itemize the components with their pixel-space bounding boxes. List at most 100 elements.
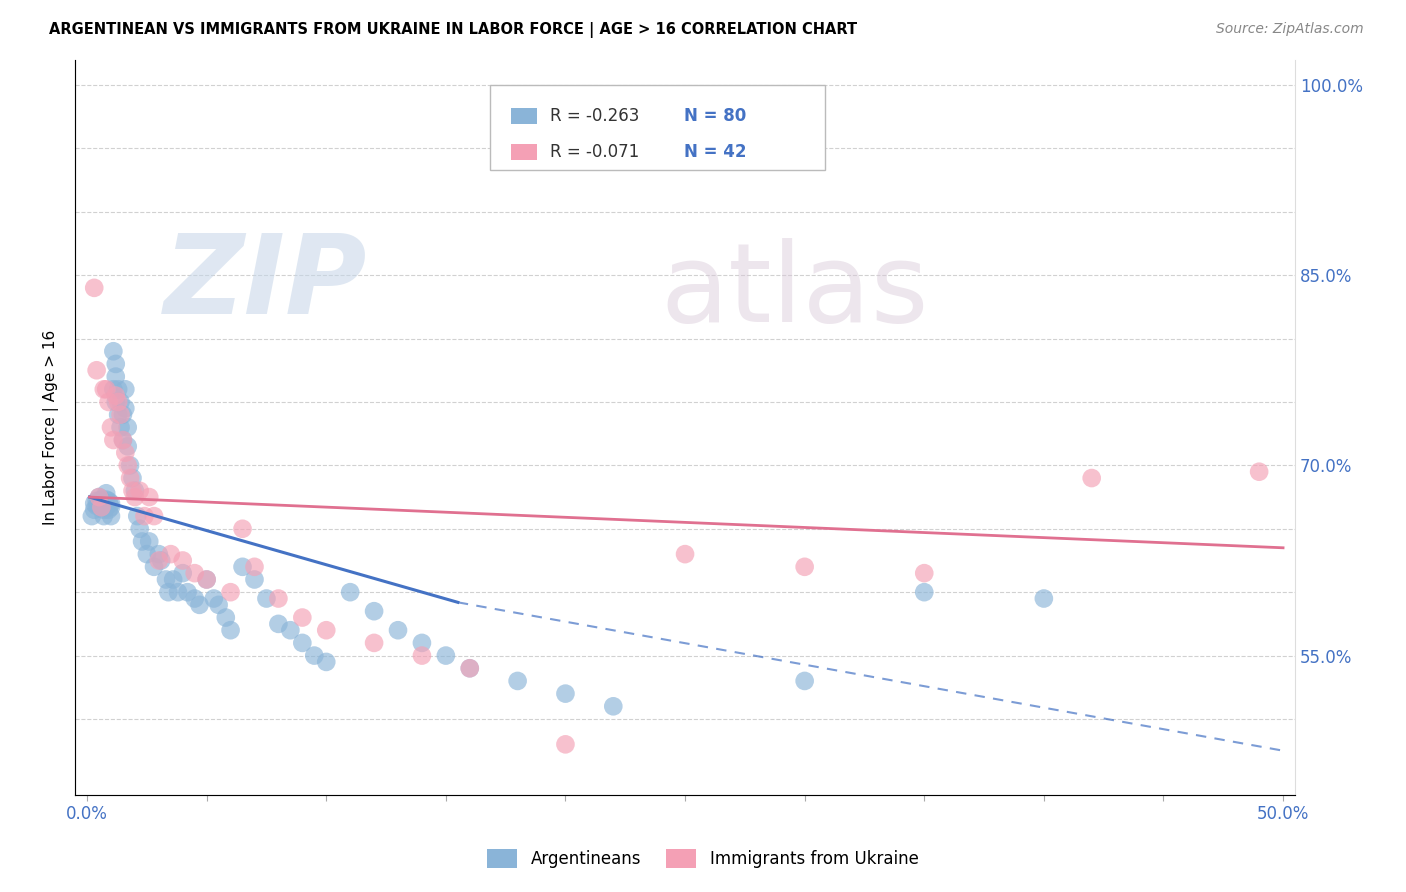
Point	[256, 591, 278, 606]
Point	[363, 636, 385, 650]
Point	[87, 490, 110, 504]
Point	[100, 500, 122, 515]
Point	[103, 433, 125, 447]
Point	[155, 573, 177, 587]
Point	[87, 490, 110, 504]
Text: R = -0.071: R = -0.071	[550, 144, 638, 161]
Point	[188, 598, 211, 612]
Point	[176, 585, 198, 599]
Point	[128, 483, 150, 498]
Point	[86, 499, 108, 513]
Point	[111, 408, 134, 422]
Point	[602, 699, 624, 714]
Text: atlas: atlas	[661, 238, 929, 345]
Point	[114, 446, 136, 460]
Point	[1080, 471, 1102, 485]
Point	[207, 598, 229, 612]
Point	[107, 408, 129, 422]
Point	[110, 395, 132, 409]
Point	[107, 395, 129, 409]
Point	[673, 547, 696, 561]
Point	[148, 547, 170, 561]
Point	[291, 636, 314, 650]
Point	[97, 395, 120, 409]
Point	[134, 509, 156, 524]
Point	[90, 500, 112, 515]
Point	[120, 458, 142, 473]
Point	[215, 610, 238, 624]
Point	[124, 490, 146, 504]
Point	[121, 471, 143, 485]
Point	[231, 522, 253, 536]
Point	[554, 737, 576, 751]
Point	[127, 509, 149, 524]
Point	[363, 604, 385, 618]
Point	[172, 553, 194, 567]
Point	[104, 389, 127, 403]
Point	[315, 655, 337, 669]
Bar	[510, 145, 537, 161]
Point	[150, 553, 173, 567]
Point	[195, 573, 218, 587]
Point	[93, 382, 115, 396]
Point	[912, 566, 935, 581]
Point	[387, 624, 409, 638]
Point	[143, 559, 166, 574]
Point	[83, 502, 105, 516]
Point	[120, 471, 142, 485]
Point	[162, 573, 184, 587]
Point	[121, 483, 143, 498]
Point	[93, 499, 115, 513]
Point	[114, 382, 136, 396]
Point	[93, 502, 115, 516]
Point	[103, 382, 125, 396]
Point	[104, 395, 127, 409]
Point	[143, 509, 166, 524]
Point	[231, 559, 253, 574]
Point	[128, 522, 150, 536]
Point	[90, 492, 112, 507]
Point	[97, 502, 120, 516]
Point	[912, 585, 935, 599]
Point	[104, 357, 127, 371]
Point	[195, 573, 218, 587]
Point	[96, 492, 118, 507]
Text: N = 80: N = 80	[683, 107, 747, 125]
Point	[304, 648, 326, 663]
Point	[110, 420, 132, 434]
Point	[793, 673, 815, 688]
Point	[458, 661, 481, 675]
Point	[83, 281, 105, 295]
Point	[172, 566, 194, 581]
Point	[90, 496, 112, 510]
Point	[219, 585, 242, 599]
Point	[124, 483, 146, 498]
Point	[86, 363, 108, 377]
Point	[131, 534, 153, 549]
Point	[93, 509, 115, 524]
Point	[86, 494, 108, 508]
Point	[104, 369, 127, 384]
Point	[114, 401, 136, 416]
Point	[100, 496, 122, 510]
Point	[103, 344, 125, 359]
Point	[411, 648, 433, 663]
Point	[157, 585, 180, 599]
Bar	[510, 108, 537, 124]
Text: R = -0.263: R = -0.263	[550, 107, 638, 125]
FancyBboxPatch shape	[489, 86, 825, 169]
Point	[291, 610, 314, 624]
Point	[107, 382, 129, 396]
Point	[90, 500, 112, 515]
Point	[243, 559, 266, 574]
Point	[243, 573, 266, 587]
Point	[80, 509, 103, 524]
Point	[87, 499, 110, 513]
Point	[117, 458, 139, 473]
Point	[183, 566, 205, 581]
Point	[110, 408, 132, 422]
Text: N = 42: N = 42	[683, 144, 747, 161]
Point	[117, 420, 139, 434]
Point	[315, 624, 337, 638]
Point	[506, 673, 529, 688]
